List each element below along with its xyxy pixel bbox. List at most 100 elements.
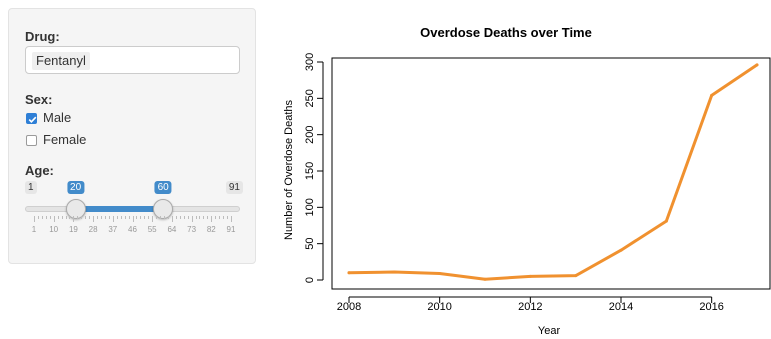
slider-tick-label: 46 [128,225,137,234]
slider-minor-tick [37,216,39,219]
x-axis-label: Year [538,325,561,337]
series-lines [347,63,759,281]
drug-select[interactable]: Fentanyl [25,46,240,74]
slider-minor-tick [136,216,138,219]
age-range-slider[interactable]: 1 91 20 60 1 10 19 28 37 46 55 64 73 82 91 [25,181,243,251]
x-axis: 2008 2010 2012 2014 2016 [337,296,724,313]
slider-minor-tick [183,216,185,219]
sidebar-panel: Drug: Fentanyl Sex: Male Female Age: 1 9… [8,8,256,264]
slider-tick-label: 82 [206,225,216,234]
data-point [619,248,623,252]
slider-minor-tick [227,216,229,219]
slider-tick-label: 10 [49,225,59,234]
y-tick-label: 300 [304,53,316,71]
slider-minor-tick [140,216,142,219]
slider-minor-tick [128,216,130,219]
slider-minor-tick [144,216,146,219]
sex-checkbox-female[interactable]: Female [25,131,225,149]
slider-minor-tick [85,216,87,219]
slider-tick-label: 55 [147,225,157,234]
slider-major-tick [152,216,154,222]
slider-minor-tick [108,216,110,219]
slider-tick-label: 73 [187,225,197,234]
slider-minor-tick [175,216,177,219]
slider-tick-label: 37 [108,225,118,234]
y-axis-label: Number of Overdose Deaths [283,99,295,240]
slider-minor-tick [116,216,118,219]
data-point [347,271,351,275]
slider-minor-tick [167,216,169,219]
slider-major-tick [191,216,193,222]
slider-minor-tick [195,216,197,219]
slider-low-value: 20 [67,181,85,194]
slider-minor-tick [89,216,91,219]
slider-minor-tick [156,216,158,219]
slider-tick-label: 1 [31,225,37,234]
slider-major-tick [73,216,75,222]
slider-minor-tick [97,216,99,219]
slider-major-tick [93,216,95,222]
slider-minor-tick [215,216,217,219]
data-point [483,277,487,281]
slider-tick-label: 28 [88,225,98,234]
data-point [528,274,532,278]
y-tick-label: 0 [304,277,316,283]
slider-minor-tick [41,216,43,219]
slider-major-tick [211,216,213,222]
slider-minor-tick [164,216,166,219]
slider-minor-tick [69,216,71,219]
slider-selected-range [75,206,164,212]
data-point [574,274,578,278]
x-tick-label: 2010 [427,301,451,313]
slider-minor-tick [148,216,150,219]
slider-minor-tick [104,216,106,219]
x-tick-label: 2012 [518,301,542,313]
x-tick-label: 2014 [609,301,633,313]
sex-label: Sex: [25,92,53,107]
slider-major-tick [34,216,35,222]
slider-minor-tick [100,216,102,219]
slider-max-label: 91 [225,181,243,194]
slider-minor-tick [61,216,63,219]
slider-high-handle[interactable] [153,199,174,219]
slider-tick-label: 64 [167,225,177,234]
slider-major-tick [171,216,173,222]
chart-title: Overdose Deaths over Time [420,25,592,40]
overdose-line-chart: Overdose Deaths over Time 2008 2010 2012 20… [283,25,771,337]
slider-major-tick [231,216,232,222]
slider-major-tick [132,216,134,222]
slider-minor-tick [203,216,205,219]
data-series-line [347,63,759,281]
age-label: Age: [25,163,54,178]
slider-minor-tick [77,216,79,219]
slider-minor-tick [160,216,162,219]
slider-minor-tick [49,216,51,219]
data-point [392,270,396,274]
slider-minor-tick [65,216,67,219]
slider-minor-tick [207,216,209,219]
data-point [710,93,714,97]
checkbox-checked-icon[interactable] [26,113,37,124]
slider-minor-tick [120,216,122,219]
plot-area-box [331,57,771,290]
checkbox-unchecked-icon[interactable] [26,135,37,146]
y-tick-label: 250 [304,89,316,107]
slider-high-value: 60 [154,181,172,194]
sex-option-label: Female [43,132,87,147]
x-tick-label: 2008 [337,301,361,313]
slider-major-tick [53,216,55,222]
y-tick-label: 150 [304,162,316,180]
slider-minor-tick [81,216,83,219]
drug-selected-value[interactable]: Fentanyl [32,52,90,70]
data-point [755,63,759,67]
slider-minor-tick [219,216,221,219]
slider-minor-tick [179,216,181,219]
slider-major-tick [112,216,114,222]
sex-option-label: Male [43,110,72,125]
slider-minor-tick [57,216,59,219]
slider-tick-label: 91 [226,225,236,234]
y-tick-label: 50 [304,238,316,250]
sex-checkbox-male[interactable]: Male [25,109,225,127]
slider-low-handle[interactable] [65,199,86,219]
y-axis: 0 50 100 150 200 250 300 [304,53,324,283]
